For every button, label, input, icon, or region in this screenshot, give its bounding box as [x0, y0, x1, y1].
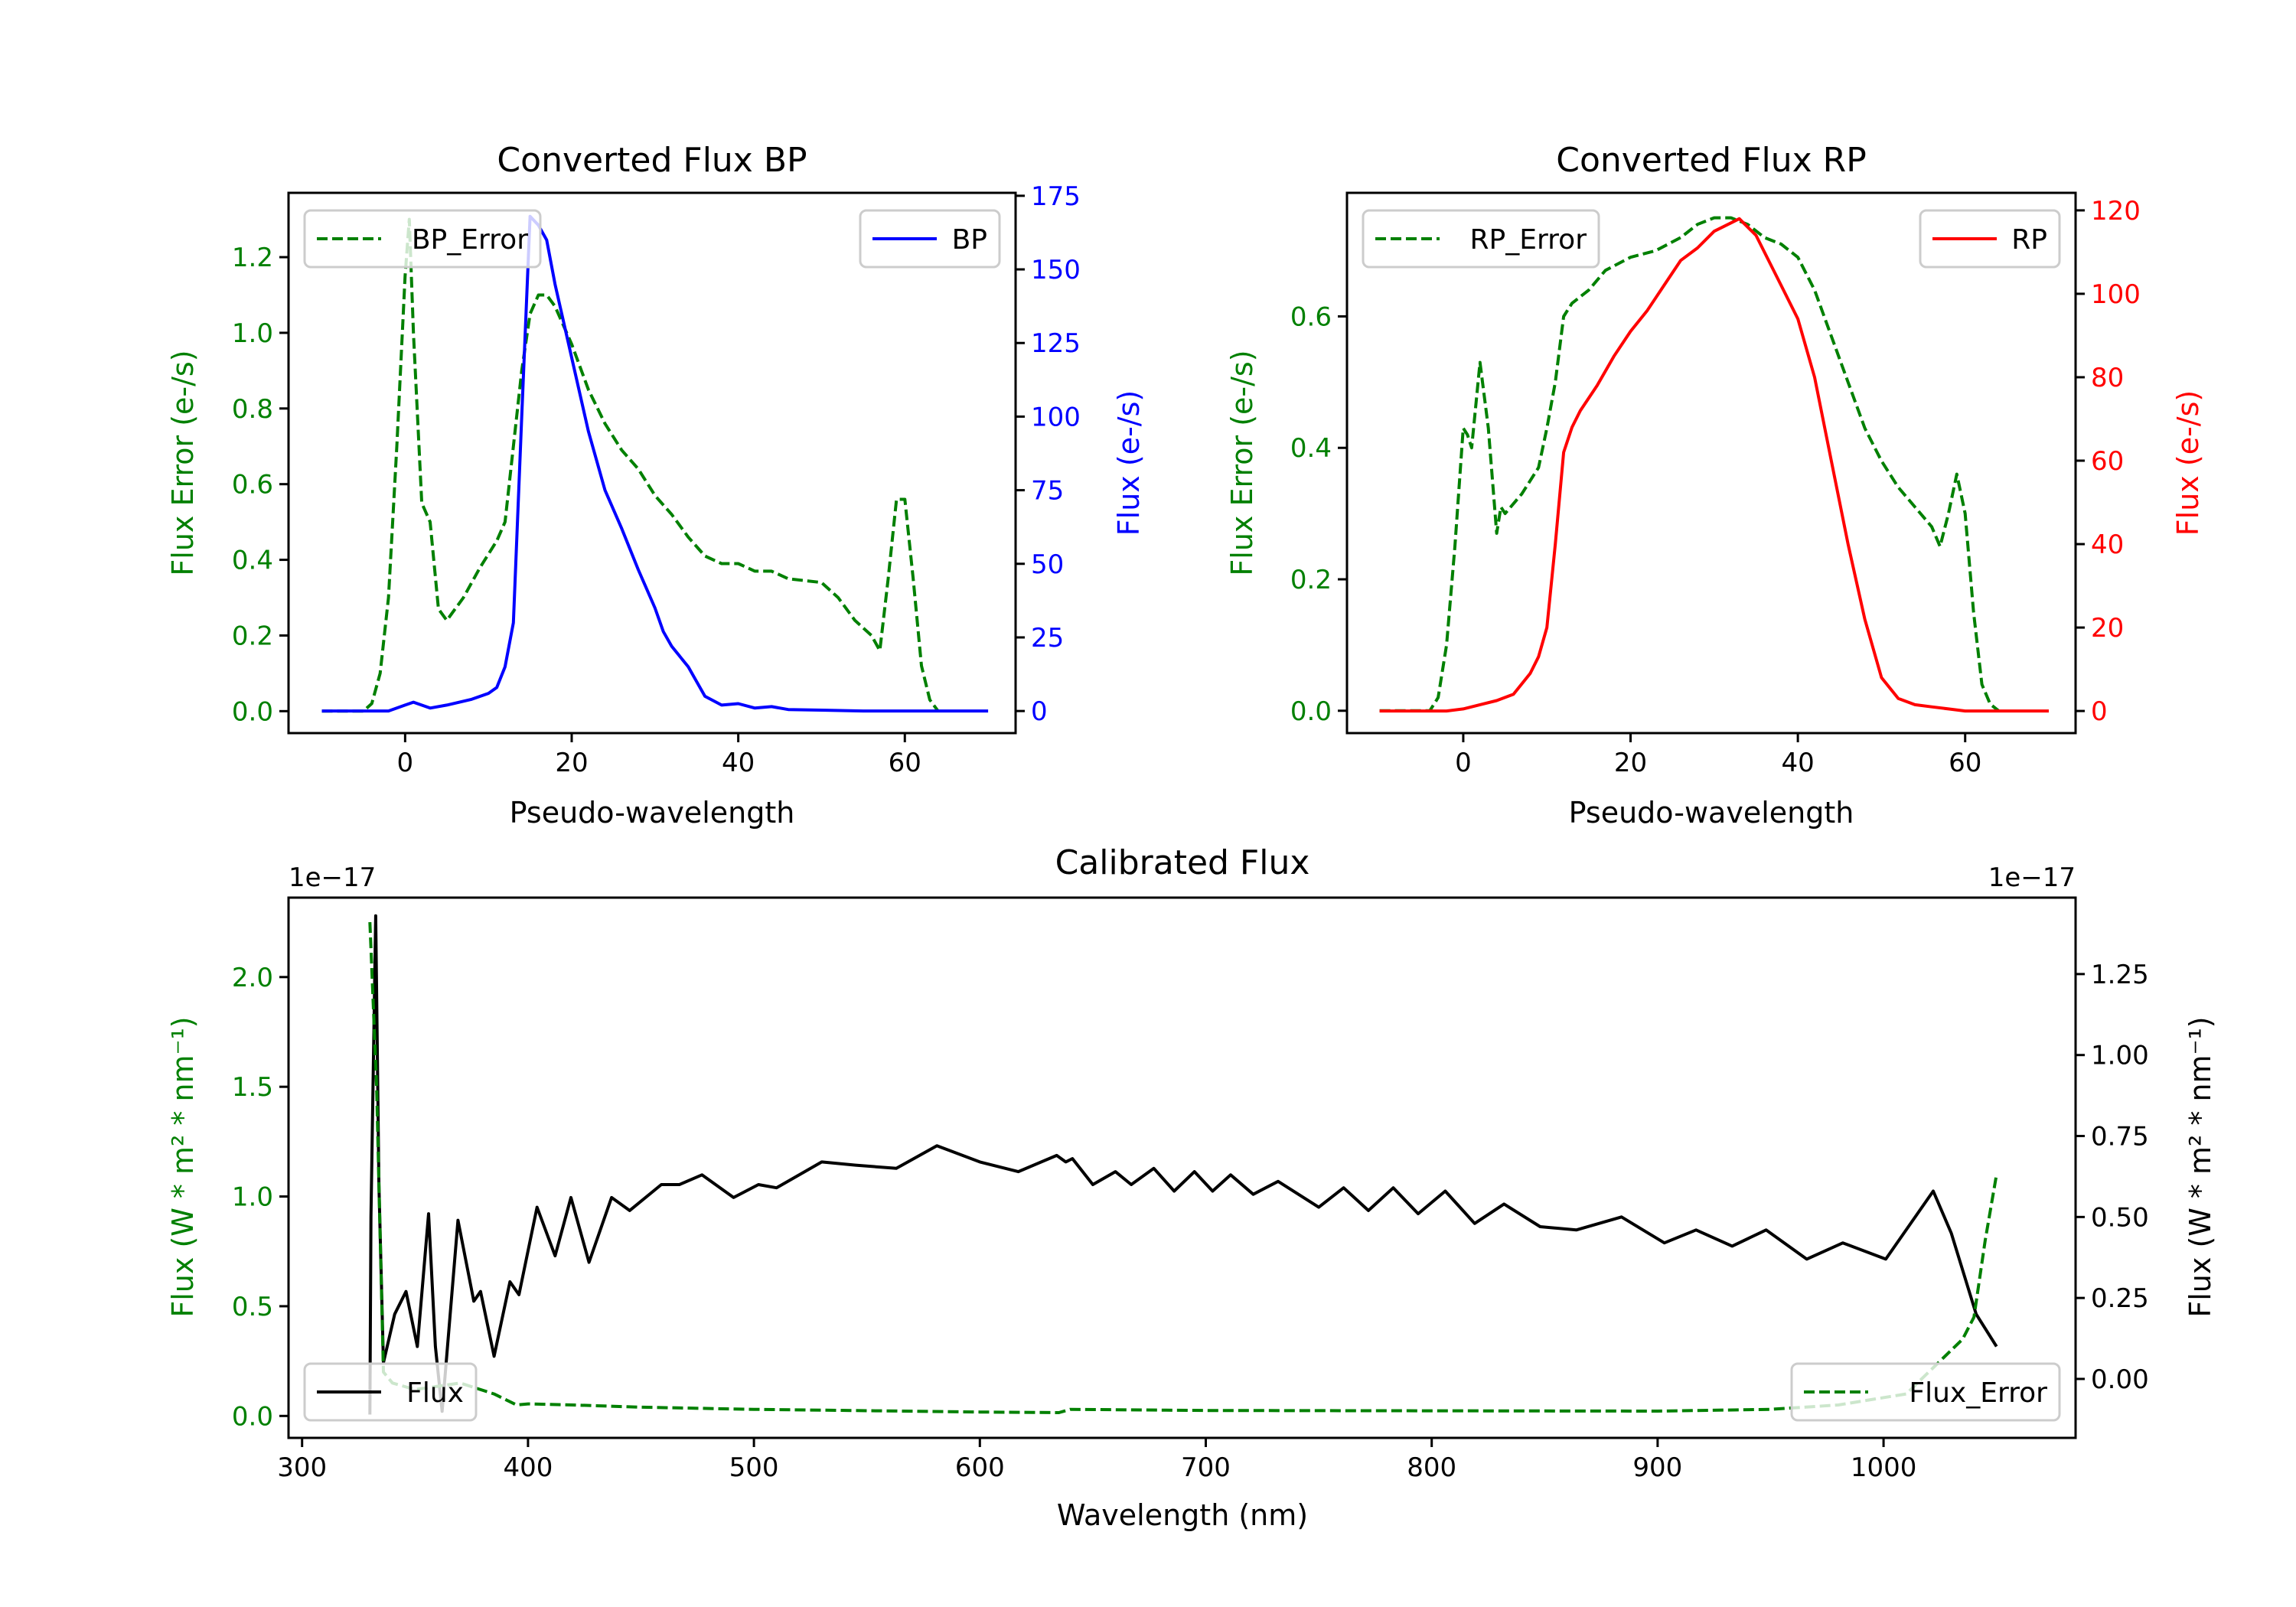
rp-title: Converted Flux RP	[1556, 141, 1867, 180]
cal-ylabel-right: Flux (W * m² * nm⁻¹)	[2183, 1016, 2217, 1317]
legend-bp-error: BP_Error	[303, 209, 542, 269]
cal-offset-left: 1e−17	[289, 862, 376, 893]
series-bp	[321, 214, 989, 713]
bp-ylabel-right: Flux (e-/s)	[1112, 390, 1146, 536]
y-left-tick-label: 0.6	[232, 470, 273, 500]
y-right-tick-label: 0.50	[2091, 1202, 2149, 1233]
y-right-tick-label: 50	[1031, 549, 1064, 580]
x-tick-label: 40	[722, 748, 755, 778]
y-right-tick-label: 0.75	[2091, 1122, 2149, 1152]
rp-ylabel-right: Flux (e-/s)	[2171, 390, 2205, 536]
legend-label: RP_Error	[1470, 224, 1587, 256]
series-flux	[368, 914, 1998, 1415]
cal-xlabel: Wavelength (nm)	[1057, 1498, 1308, 1532]
legend-box	[1790, 1362, 2061, 1422]
x-tick-label: 300	[277, 1452, 327, 1483]
y-right-tick-label: 175	[1031, 181, 1081, 212]
y-left-tick-label: 0.0	[232, 1401, 273, 1432]
bp-chart: Converted Flux BP Pseudo-wavelength Flux…	[166, 141, 1146, 830]
legend-flux: Flux	[303, 1362, 478, 1422]
y-right-tick-label: 1.25	[2091, 960, 2149, 990]
y-left-tick-label: 2.0	[232, 963, 273, 993]
legend-flux-error: Flux_Error	[1790, 1362, 2061, 1422]
cal-ylabel-left: Flux (W * m² * nm⁻¹)	[166, 1016, 200, 1317]
y-right-tick-label: 25	[1031, 623, 1064, 654]
series-bp-error	[321, 217, 940, 713]
bp-title: Converted Flux BP	[497, 141, 807, 180]
y-right-tick-label: 60	[2091, 446, 2124, 477]
y-left-tick-label: 0.2	[1290, 565, 1332, 595]
x-tick-label: 0	[1455, 748, 1472, 778]
x-tick-label: 1000	[1851, 1452, 1917, 1483]
y-left-tick-label: 1.5	[232, 1072, 273, 1103]
y-right-tick-label: 1.00	[2091, 1041, 2149, 1071]
y-left-tick-label: 1.0	[232, 1182, 273, 1213]
legend-label: Flux	[406, 1377, 464, 1409]
y-left-tick-label: 0.5	[232, 1292, 273, 1322]
cal-plot: 300 400 500 600 700 800 900 1000 0.0 0.5 1.0 1.5 2.0…	[232, 896, 2149, 1483]
y-right-tick-label: 125	[1031, 328, 1081, 359]
calibrated-chart: Calibrated Flux 1e−17 1e−17 Wavelength (…	[166, 843, 2217, 1532]
y-left-tick-label: 1.0	[232, 318, 273, 349]
legend-label: BP	[952, 224, 987, 256]
y-right-tick-label: 80	[2091, 363, 2124, 393]
series-rp	[1379, 217, 2049, 713]
legend-label: BP_Error	[412, 224, 528, 256]
rp-xlabel: Pseudo-wavelength	[1569, 796, 1854, 830]
legend-rp: RP	[1919, 209, 2061, 269]
x-tick-label: 700	[1181, 1452, 1231, 1483]
x-tick-label: 800	[1407, 1452, 1456, 1483]
y-left-tick-label: 0.6	[1290, 302, 1332, 332]
y-right-tick-label: 0	[2091, 696, 2108, 727]
rp-chart: Converted Flux RP Pseudo-wavelength Flux…	[1225, 141, 2205, 830]
x-tick-label: 60	[1949, 748, 1981, 778]
y-right-tick-label: 0	[1031, 696, 1048, 727]
x-tick-label: 400	[503, 1452, 553, 1483]
y-right-tick-label: 20	[2091, 613, 2124, 644]
x-tick-label: 20	[555, 748, 588, 778]
y-left-tick-label: 0.0	[232, 696, 273, 727]
x-tick-label: 900	[1632, 1452, 1682, 1483]
legend-box	[303, 209, 542, 269]
series-flux-error	[368, 922, 1998, 1414]
legend-rp-error: RP_Error	[1362, 209, 1600, 269]
cal-offset-right: 1e−17	[1988, 862, 2076, 893]
y-left-tick-label: 1.2	[232, 243, 273, 273]
legend-bp: BP	[859, 209, 1001, 269]
bp-axes-frame	[287, 191, 1017, 735]
y-right-tick-label: 100	[1031, 402, 1081, 432]
y-right-tick-label: 150	[1031, 255, 1081, 285]
y-right-tick-label: 0.25	[2091, 1283, 2149, 1314]
legend-box	[303, 1362, 478, 1422]
y-right-tick-label: 40	[2091, 530, 2124, 560]
x-tick-label: 600	[955, 1452, 1005, 1483]
x-tick-label: 20	[1614, 748, 1647, 778]
y-right-tick-label: 75	[1031, 476, 1064, 507]
y-right-tick-label: 0.00	[2091, 1364, 2149, 1395]
legend-box	[1362, 209, 1600, 269]
series-rp-error	[1379, 216, 2000, 712]
legend-label: Flux_Error	[1909, 1377, 2047, 1409]
x-tick-label: 500	[729, 1452, 779, 1483]
y-left-tick-label: 0.8	[232, 394, 273, 425]
y-left-tick-label: 0.4	[1290, 433, 1332, 464]
rp-ylabel-left: Flux Error (e-/s)	[1225, 350, 1259, 575]
bp-ylabel-left: Flux Error (e-/s)	[166, 350, 200, 575]
cal-axes-frame	[287, 896, 2077, 1439]
x-tick-label: 0	[397, 748, 414, 778]
y-left-tick-label: 0.0	[1290, 696, 1332, 727]
cal-title: Calibrated Flux	[1055, 843, 1310, 882]
x-tick-label: 40	[1781, 748, 1814, 778]
legend-label: RP	[2011, 224, 2047, 256]
y-left-tick-label: 0.4	[232, 546, 273, 576]
rp-axes-frame	[1345, 191, 2077, 735]
y-right-tick-label: 120	[2091, 196, 2141, 227]
rp-plot: 0 20 40 60 0.0 0.2 0.4 0.6 0 20 40 60 80 100 120 RP_Err…	[1290, 191, 2141, 778]
y-right-tick-label: 100	[2091, 279, 2141, 310]
x-tick-label: 60	[889, 748, 921, 778]
bp-xlabel: Pseudo-wavelength	[510, 796, 795, 830]
y-left-tick-label: 0.2	[232, 621, 273, 651]
bp-plot: 0 20 40 60 0.0 0.2 0.4 0.6 0.8 1.0 1.2 0 25 50 75 100 12…	[232, 181, 1081, 778]
